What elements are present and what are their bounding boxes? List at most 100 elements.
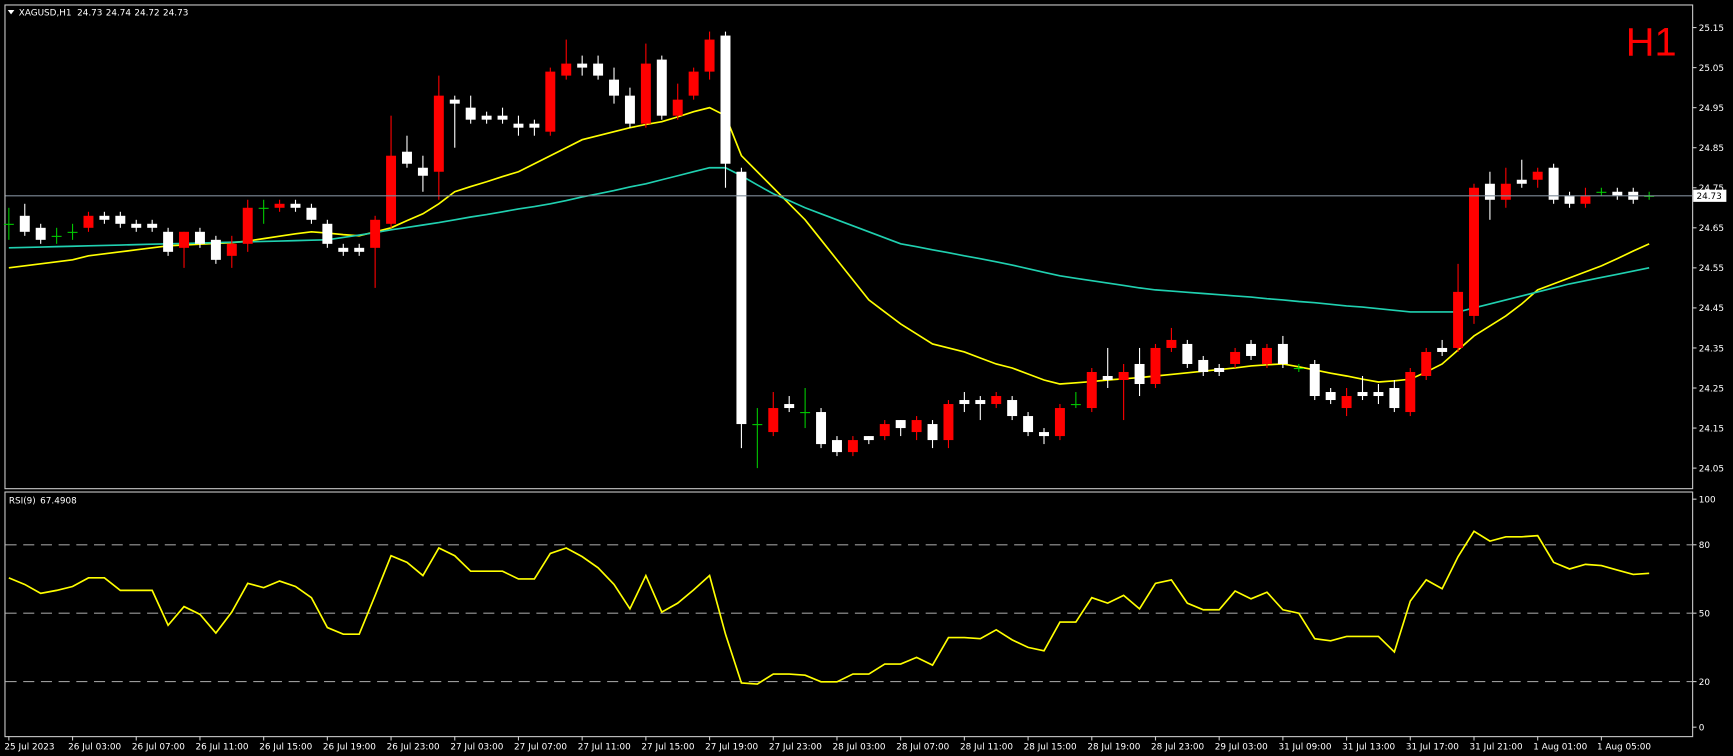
candle-body (704, 39, 715, 72)
candle-body (1421, 351, 1432, 376)
candle-body (1086, 371, 1097, 409)
candle-body (1389, 388, 1400, 409)
candle-body (306, 207, 317, 220)
candle-body (1437, 347, 1448, 352)
y-tick-label: 24.45 (1699, 304, 1724, 314)
candle-body (1246, 343, 1257, 356)
y-tick-label: 24.65 (1699, 224, 1724, 234)
candle-body (1357, 392, 1368, 397)
candle-body (672, 99, 683, 116)
candle-body (481, 115, 492, 120)
candle-body (609, 79, 619, 96)
candle-body (147, 223, 158, 228)
candle-body (1150, 347, 1161, 385)
candle-body (1596, 191, 1607, 193)
candle-body (863, 436, 874, 441)
x-tick-label: 27 Jul 03:00 (450, 742, 503, 752)
x-tick-label: 28 Jul 15:00 (1024, 742, 1077, 752)
x-tick-label: 31 Jul 09:00 (1278, 742, 1331, 752)
moving-average (8, 166, 1650, 313)
candle-body (1612, 191, 1623, 196)
candle-body (768, 408, 779, 433)
candle-body (226, 243, 237, 256)
candle-body (1039, 432, 1049, 437)
candle-body (1500, 183, 1511, 200)
candle-body (274, 203, 285, 208)
candle-body (131, 223, 142, 228)
x-tick-label: 31 Jul 13:00 (1342, 742, 1395, 752)
x-tick-label: 26 Jul 11:00 (196, 742, 249, 752)
candle-body (1023, 416, 1034, 433)
candle-body (1261, 347, 1272, 364)
y-tick-label: 0 (1699, 724, 1705, 734)
y-tick-label: 24.25 (1699, 384, 1724, 394)
candle-body (640, 63, 651, 124)
x-tick-label: 31 Jul 17:00 (1406, 742, 1459, 752)
x-tick-label: 1 Aug 05:00 (1597, 742, 1651, 752)
candle-body (1469, 187, 1479, 316)
rsi-value: 67.4908 (40, 497, 77, 507)
candle-body (831, 440, 842, 453)
candle-body (1198, 359, 1209, 372)
candle-body (1341, 396, 1352, 409)
timeframe-label: H1 (1626, 20, 1677, 64)
candle-body (417, 167, 428, 176)
candle-body (194, 231, 205, 244)
candle-body (991, 396, 1002, 405)
candle-body (1580, 195, 1591, 204)
candle-body (752, 424, 763, 426)
candle-body (927, 424, 938, 441)
candle-body (370, 219, 381, 248)
candle-body (577, 63, 588, 68)
price-marker (1693, 189, 1727, 202)
candle-body (784, 404, 795, 409)
candle-body (242, 207, 253, 244)
candle-body (19, 215, 30, 232)
rsi-label: RSI(9) 67.4908 (9, 497, 77, 507)
candle-body (433, 95, 444, 172)
close-value: 24.73 (163, 8, 188, 18)
candle-body (210, 239, 221, 260)
candle-body (1516, 179, 1527, 184)
y-tick-label: 100 (1699, 495, 1716, 505)
moving-average (8, 106, 1650, 385)
candle-body (943, 404, 954, 441)
candle-body (1484, 183, 1495, 200)
x-tick-label: 28 Jul 03:00 (833, 742, 886, 752)
candle-body (1453, 291, 1464, 348)
x-tick-label: 26 Jul 03:00 (68, 742, 121, 752)
candle-body (1214, 367, 1225, 372)
candle-body (720, 35, 731, 164)
rsi-panel (4, 491, 1694, 738)
candle-body (449, 99, 460, 104)
y-tick-label: 50 (1699, 609, 1711, 619)
candle-body (67, 231, 78, 233)
indicator-line (8, 530, 1650, 685)
x-tick-label: 28 Jul 07:00 (896, 742, 949, 752)
candle-body (1134, 363, 1145, 385)
x-tick-label: 26 Jul 19:00 (323, 742, 376, 752)
candle-body (688, 71, 699, 96)
x-tick-label: 28 Jul 11:00 (960, 742, 1013, 752)
candle-body (163, 231, 174, 252)
candle-body (561, 63, 572, 76)
y-tick-label: 24.75 (1699, 184, 1724, 194)
menu-arrow[interactable] (7, 9, 15, 15)
candle-body (322, 223, 333, 244)
x-tick-label: 31 Jul 21:00 (1470, 742, 1523, 752)
candle-body (99, 215, 110, 220)
candle-body (258, 207, 269, 209)
x-tick-label: 27 Jul 15:00 (641, 742, 694, 752)
candle-body (35, 227, 46, 240)
candle-body (1182, 343, 1193, 364)
low-value: 24.72 (134, 8, 159, 18)
candle-body (1277, 343, 1288, 364)
price-panel (4, 4, 1694, 490)
y-tick-label: 25.05 (1699, 64, 1724, 74)
candle-body (179, 231, 190, 248)
candle-body (847, 440, 858, 453)
candle-body (879, 424, 890, 437)
